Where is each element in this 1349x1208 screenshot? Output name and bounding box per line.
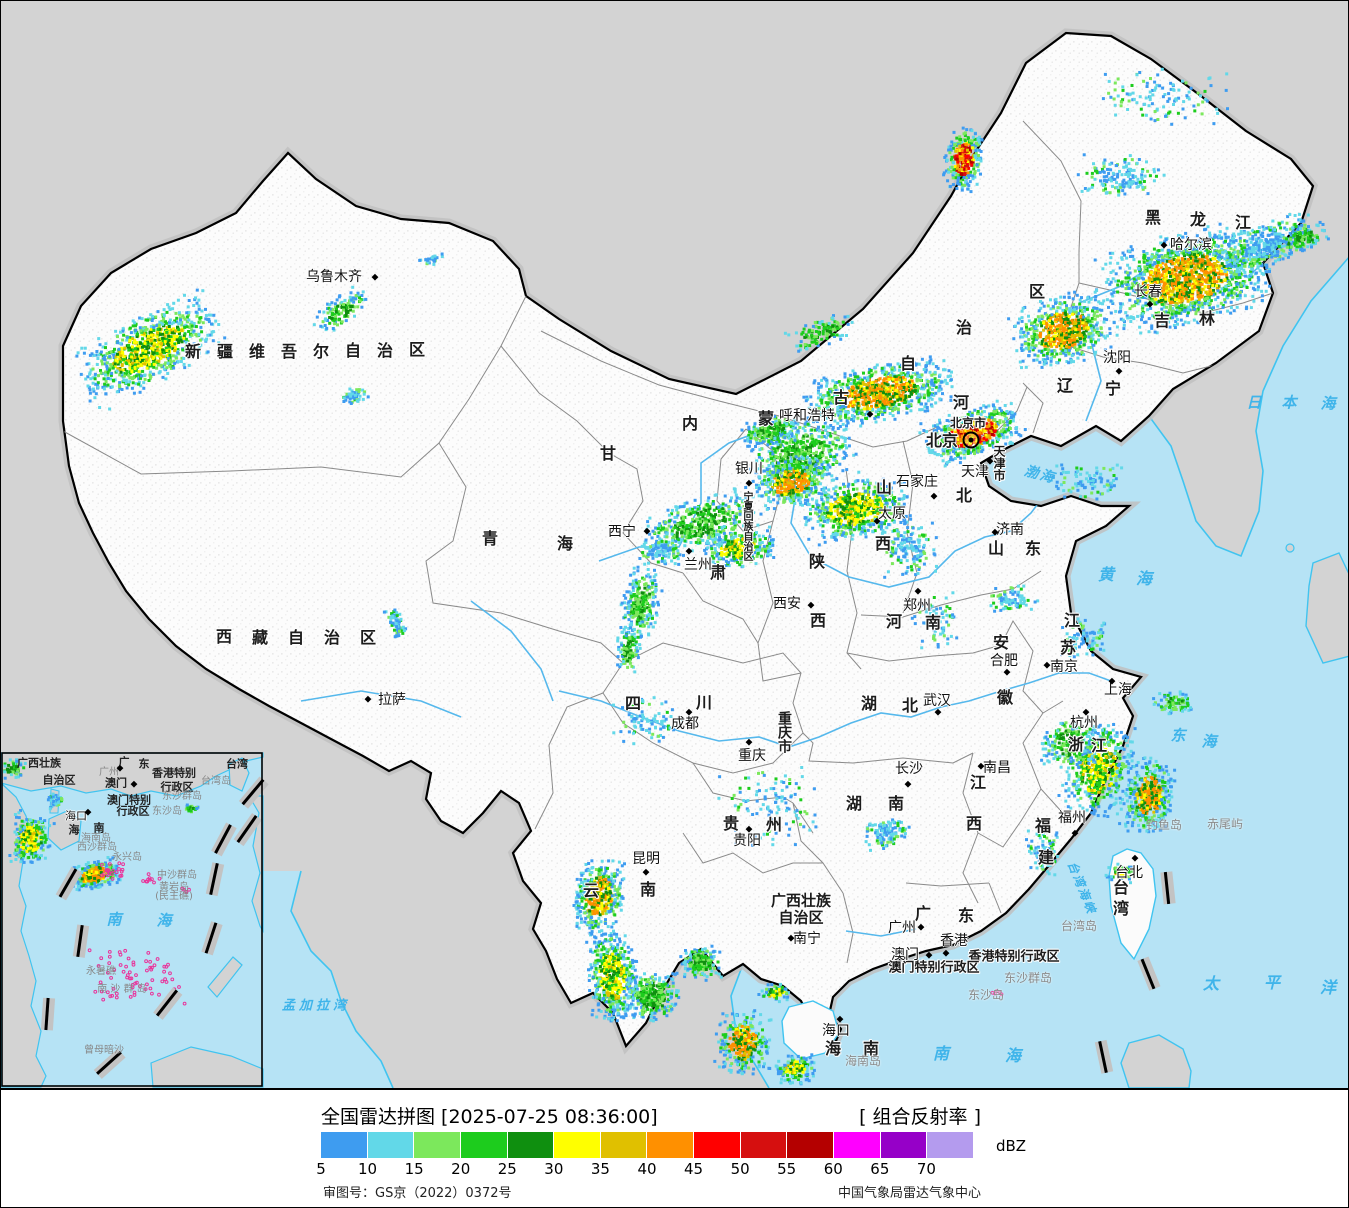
legend-tick: 55 [777,1160,797,1178]
radar-map: 黑龙江吉林辽宁内蒙古自治区新疆维吾尔自治区甘肃青海西藏自治区四川陕西山西河北山东… [1,1,1348,1088]
legend-color-cell [414,1132,460,1158]
radar-echoes [75,67,1330,1086]
legend-tick: 30 [544,1160,564,1178]
legend-tick: 65 [870,1160,890,1178]
kyushu-island [1305,552,1348,664]
legend-colorbar [321,1132,973,1158]
legend-color-cell [367,1132,414,1158]
legend-tick: 5 [316,1160,326,1178]
legend-tick: 20 [451,1160,471,1178]
legend-tick: 10 [358,1160,378,1178]
legend-tick: 15 [404,1160,424,1178]
legend-tick: 45 [684,1160,704,1178]
legend-color-cell [834,1132,880,1158]
sea-bengal [263,871,393,1088]
inset-palawan [207,956,243,998]
legend-tick: 25 [497,1160,517,1178]
luzon-island [1120,1034,1192,1088]
sea-boundary-dashes [1094,871,1176,1074]
legend-tick: 70 [916,1160,936,1178]
island-symbols [990,989,1004,997]
legend-color-cell [787,1132,834,1158]
legend-color-cell [880,1132,927,1158]
legend-tick: 40 [637,1160,657,1178]
map-canvas [1,1,1348,1088]
legend-tick: 50 [730,1160,750,1178]
legend-color-cell [694,1132,740,1158]
legend-color-cell [740,1132,787,1158]
tsushima-island [1285,543,1295,553]
inset-north-coast [1,752,264,797]
inset-borneo [150,1046,264,1088]
inset-hainan [47,810,82,851]
inset-border [1,752,263,1087]
product-label: [ 组合反射率 ] [859,1106,981,1128]
approval-number: 审图号：GS京（2022）0372号 [323,1186,512,1201]
legend-tick: 35 [590,1160,610,1178]
legend-color-cell [600,1132,647,1158]
coastline-bengal [290,870,394,1088]
legend-color-cell [460,1132,507,1158]
inset-taiwan [228,757,250,792]
legend-panel: 全国雷达拼图 [2025-07-25 08:36:00] [ 组合反射率 ] d… [1,1088,1348,1207]
data-source: 中国气象局雷达气象中心 [837,1186,981,1201]
map-title: 全国雷达拼图 [2025-07-25 08:36:00] [321,1106,658,1128]
legend-color-cell [554,1132,600,1158]
south-china-sea-inset [1,752,269,1088]
legend-unit: dBZ [996,1137,1027,1155]
legend-color-cell [321,1132,367,1158]
hainan-island [781,1000,840,1060]
legend-color-cell [927,1132,973,1158]
legend-tick: 60 [823,1160,843,1178]
legend-color-cell [647,1132,694,1158]
sea-east [731,258,1348,1088]
legend-color-cell [507,1132,554,1158]
